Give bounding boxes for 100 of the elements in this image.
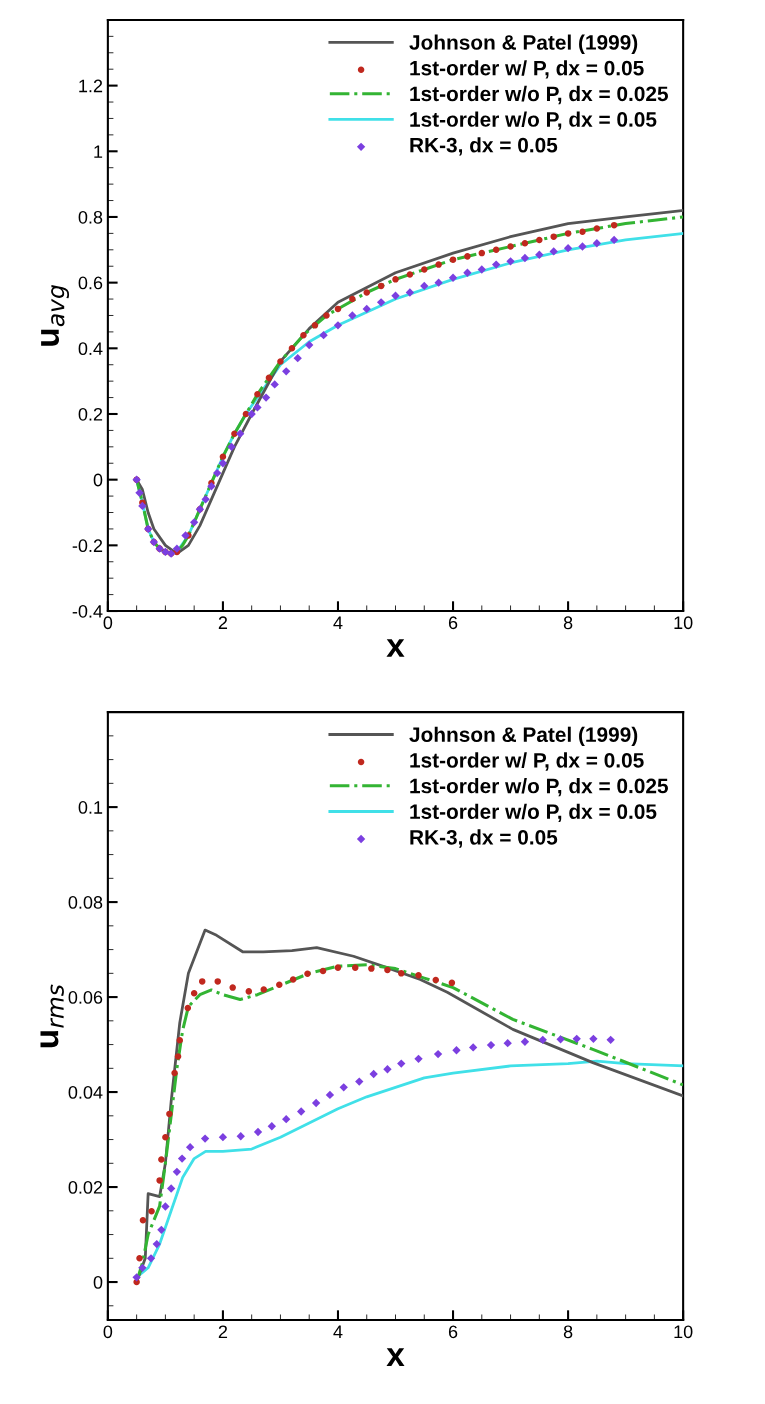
point (609, 235, 619, 245)
point (506, 257, 515, 266)
point (265, 374, 273, 382)
point (538, 1035, 547, 1044)
point (433, 1049, 443, 1059)
legend-label: 1st-order w/ P, dx = 0.05 (410, 752, 644, 771)
x-tick-label: 6 (448, 1325, 458, 1339)
point (319, 331, 328, 340)
y-tick-label: 0 (93, 1275, 103, 1289)
y-tick-label: 1.2 (79, 79, 103, 93)
point (362, 304, 371, 314)
x-tick-label: 0 (103, 616, 113, 630)
point (267, 1122, 276, 1131)
point (311, 1098, 321, 1108)
x-tick-label: 8 (563, 616, 573, 630)
point (181, 531, 190, 540)
point (311, 322, 319, 329)
point (351, 964, 359, 971)
y-tick-label: 0.8 (78, 210, 103, 224)
point (452, 1046, 461, 1055)
point (227, 442, 236, 451)
point (152, 1239, 161, 1249)
x-tick-label: 6 (448, 616, 458, 630)
point (161, 1202, 170, 1211)
y-axis-title: u$_{avg}$ (41, 285, 70, 346)
point (236, 429, 245, 438)
point (293, 354, 302, 363)
point (369, 1069, 378, 1079)
point (247, 409, 256, 419)
x-tick-label: 2 (218, 616, 228, 629)
point (158, 1156, 165, 1163)
point (521, 239, 529, 247)
point (139, 1217, 147, 1224)
x-axis-title: x (386, 1348, 405, 1366)
legend-label: 1st-order w/o P, dx = 0.025 (410, 778, 668, 797)
point (392, 276, 399, 283)
point (420, 281, 429, 291)
y-tick-label: 0.02 (68, 1180, 103, 1194)
point (478, 249, 486, 257)
point (172, 544, 182, 553)
legend-label: 1st-order w/ P, dx = 0.05 (410, 60, 644, 79)
point (376, 298, 386, 307)
point (333, 321, 343, 330)
point (391, 291, 400, 300)
point (549, 247, 558, 256)
point (189, 518, 199, 527)
point (135, 488, 144, 497)
y-tick-label: 0.04 (68, 1086, 103, 1099)
point (146, 1254, 156, 1263)
point (174, 1053, 182, 1060)
point (606, 1035, 615, 1044)
point (477, 265, 486, 274)
point (304, 970, 311, 978)
y-tick-label: 0.4 (78, 342, 103, 356)
point (260, 986, 268, 993)
point (398, 970, 405, 977)
point (377, 282, 385, 290)
point (276, 981, 283, 988)
y-tick-label: 0.08 (68, 896, 103, 909)
point (176, 1037, 184, 1044)
point (166, 1184, 176, 1193)
point (397, 1059, 406, 1068)
point (198, 978, 206, 985)
point (368, 965, 375, 972)
point (556, 1035, 565, 1044)
point (449, 256, 457, 263)
point (610, 221, 618, 229)
point (486, 1040, 496, 1050)
point (406, 271, 414, 278)
legend-label: RK-3, dx = 0.05 (410, 829, 558, 848)
y-tick-label: 0.2 (78, 407, 103, 421)
point (253, 1127, 263, 1137)
y-tick-label: 0.06 (68, 991, 103, 1004)
x-axis-title: x (386, 639, 405, 657)
point (507, 243, 514, 250)
y-tick-label: -0.2 (72, 539, 103, 553)
legend-label: Johnson & Patel (1999) (409, 34, 638, 54)
point (520, 253, 530, 263)
point (305, 340, 314, 350)
point (185, 1142, 195, 1152)
point (166, 1110, 173, 1118)
x-tick-label: 10 (674, 1325, 693, 1339)
point (564, 230, 572, 237)
point (535, 250, 544, 259)
point (184, 1004, 192, 1012)
y-tick-label: 0 (93, 473, 103, 487)
y-tick-label: 0.6 (78, 276, 103, 290)
x-tick-label: 8 (563, 1325, 573, 1339)
point (334, 964, 342, 971)
point (229, 984, 236, 991)
legend-label: 1st-order w/o P, dx = 0.05 (410, 111, 657, 130)
point (132, 1273, 141, 1282)
y-axis-title: u$_{rms}$ (40, 984, 64, 1048)
point (171, 1069, 178, 1077)
point (448, 273, 458, 282)
point (270, 380, 279, 389)
x-tick-label: 2 (218, 1325, 228, 1338)
point (157, 1225, 166, 1234)
point (363, 289, 370, 296)
point (405, 288, 415, 297)
